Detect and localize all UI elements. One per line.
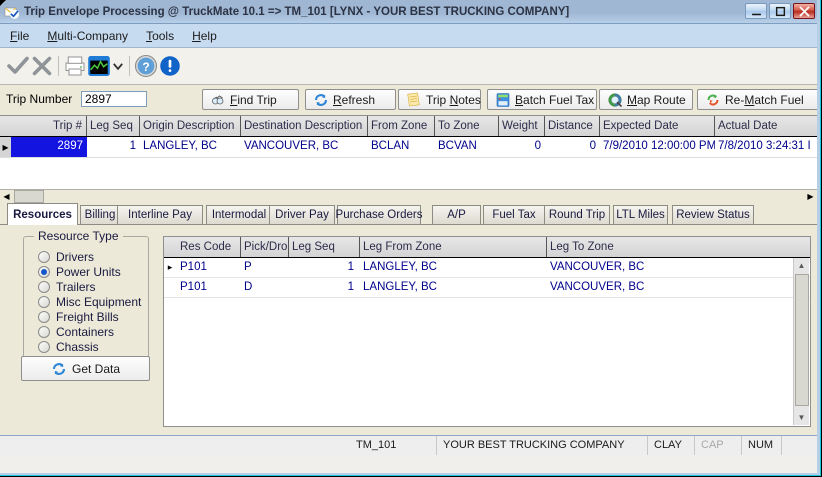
svg-text:?: ? [142,60,149,74]
